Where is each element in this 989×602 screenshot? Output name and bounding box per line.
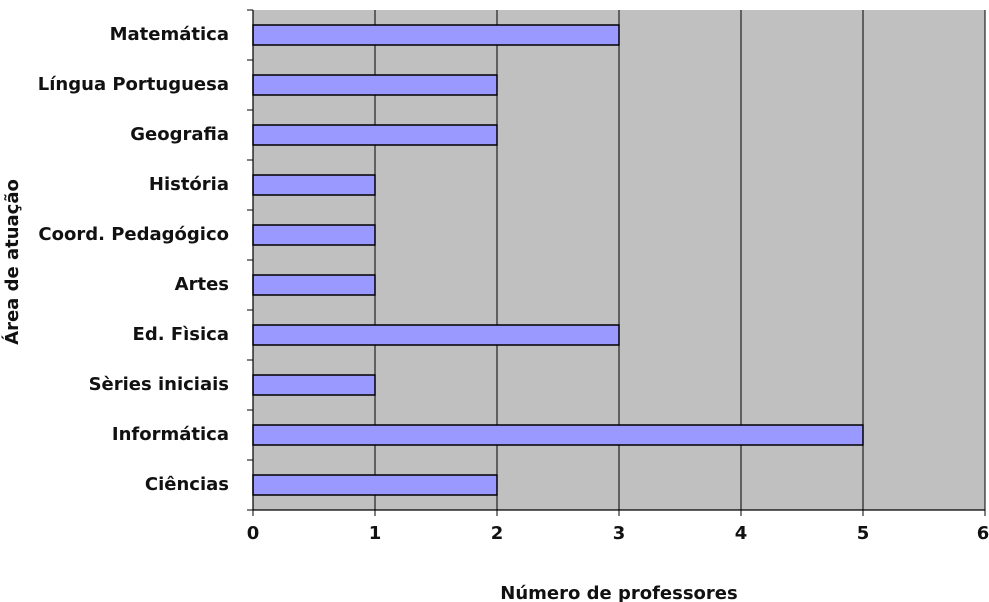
x-tick-label-5: 5 bbox=[857, 523, 870, 544]
x-tick-label-0: 0 bbox=[247, 523, 260, 544]
bar-s-ries-iniciais bbox=[252, 374, 376, 396]
x-tick-label-3: 3 bbox=[613, 523, 626, 544]
bar-geografia bbox=[252, 124, 498, 146]
category-label: Geografia bbox=[130, 124, 229, 145]
bar-coord-pedag-gico bbox=[252, 224, 376, 246]
category-label: Artes bbox=[175, 274, 229, 295]
bar-ed-f-sica bbox=[252, 324, 620, 346]
category-label: Língua Portuguesa bbox=[38, 74, 229, 95]
category-label: História bbox=[149, 174, 229, 195]
x-tick-label-4: 4 bbox=[735, 523, 748, 544]
labels: 0 1 2 3 4 5 6 Matemática Língua Portuguesa Geogra… bbox=[38, 9, 989, 544]
y-axis-title: Área de atuação bbox=[1, 179, 23, 345]
bar-inform-tica bbox=[252, 424, 864, 446]
category-label: Coord. Pedagógico bbox=[38, 224, 229, 245]
bar-artes bbox=[252, 274, 376, 296]
category-label: Ed. Fìsica bbox=[133, 324, 229, 345]
x-axis-title: Número de professores bbox=[500, 583, 737, 602]
category-label: Sèries iniciais bbox=[89, 374, 229, 395]
x-tick-label-6: 6 bbox=[977, 523, 989, 544]
category-label: Informática bbox=[112, 424, 229, 445]
bar-ci-ncias bbox=[252, 474, 498, 496]
bar-matem-tica bbox=[252, 24, 620, 46]
bar-l-ngua-portuguesa bbox=[252, 74, 498, 96]
category-label: Matemática bbox=[110, 24, 229, 45]
x-tick-label-1: 1 bbox=[369, 523, 382, 544]
category-label: Ciências bbox=[145, 474, 229, 495]
x-tick-label-2: 2 bbox=[491, 523, 504, 544]
bar-hist-ria bbox=[252, 174, 376, 196]
